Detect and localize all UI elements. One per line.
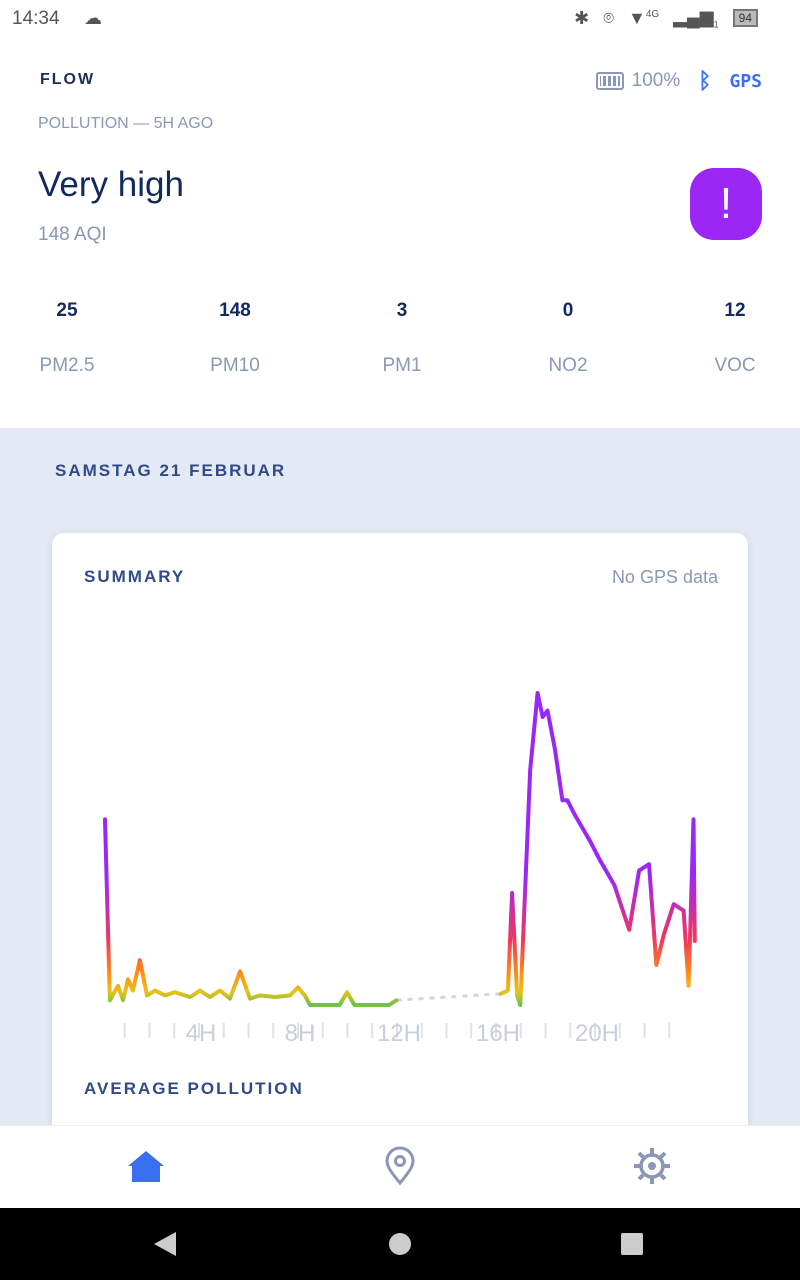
gps-indicator: GPS [729,70,762,92]
cloud-icon: ☁ [84,8,102,28]
x-tick-label: 16H [476,1020,520,1047]
pollution-subtitle: POLLUTION — 5H AGO [38,115,214,132]
summary-title: SUMMARY [84,567,186,586]
status-bar: 14:34 ☁ ✱ ⌾ ▼4G ▂▄▆1 94 [0,0,800,38]
bottom-nav [0,1125,800,1208]
pollution-series-line [498,691,697,1007]
device-battery-level: 100% [631,70,681,91]
aqi-value: 148 AQI [38,224,107,245]
metric-voc: 12 VOC [714,300,756,376]
wifi-icon: ▼4G [628,7,660,28]
system-nav-bar [0,1208,800,1280]
summary-card[interactable]: SUMMARY No GPS data 4H 8H 12H 16H 20H AVERAG… [52,533,748,1173]
metric-pm10: 148 PM10 [210,300,260,376]
alert-button[interactable]: ! [690,168,762,240]
pollution-series-line [103,817,399,1007]
device-status: 100% ᛒ GPS [595,68,762,94]
device-battery-icon [595,72,624,90]
metric-pm1: 3 PM1 [382,300,422,376]
pollution-level: Very high [38,165,184,204]
recents-button[interactable] [621,1233,643,1255]
battery-status: 94 [732,9,758,28]
home-system-button[interactable] [389,1233,411,1255]
pollution-chart: 4H 8H 12H 16H 20H [103,691,697,1047]
metric-pm25: 25 PM2.5 [39,300,95,376]
bluetooth-icon: ᛒ [698,68,712,93]
bluetooth-status-icon: ✱ [574,7,590,28]
daily-feed[interactable]: SAMSTAG 21 FEBRUAR SUMMARY No GPS data 4… [0,428,800,1173]
metric-no2: 0 NO2 [548,300,588,376]
signal-icon: ▂▄▆1 [673,7,719,30]
x-tick-label: 20H [575,1020,619,1047]
current-status-panel: FLOW 100% ᛒ GPS POLLUTION — 5H AGO Very … [0,38,800,428]
back-button[interactable] [154,1232,176,1256]
app-brand: FLOW [40,71,96,88]
status-time: 14:34 [12,8,60,29]
feed-date: SAMSTAG 21 FEBRUAR [55,461,287,480]
chart-gap-line [396,992,501,1002]
x-tick-label: 4H [186,1020,217,1047]
map-pin-icon[interactable] [380,1146,420,1186]
average-pollution-title: AVERAGE POLLUTION [84,1079,304,1098]
x-tick-label: 8H [285,1020,316,1047]
x-tick-label: 12H [377,1020,421,1047]
settings-icon[interactable] [632,1146,672,1186]
location-status-icon: ⌾ [603,7,614,28]
gps-status: No GPS data [611,567,718,587]
home-icon[interactable] [126,1146,166,1186]
